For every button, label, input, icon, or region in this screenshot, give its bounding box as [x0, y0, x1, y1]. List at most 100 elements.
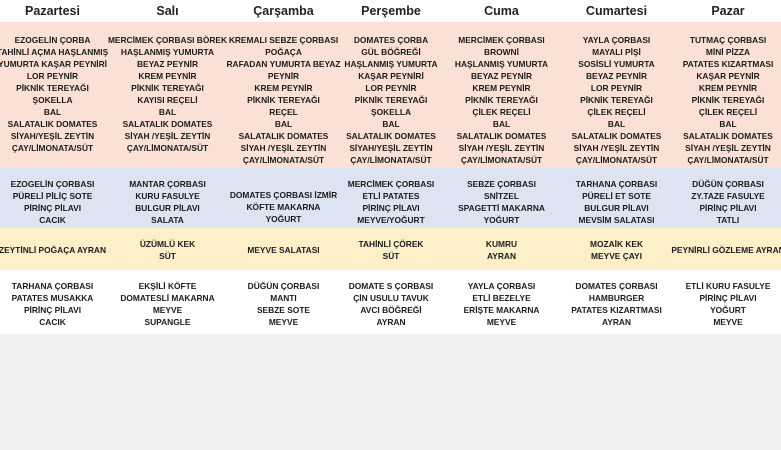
day-header-saturday: Cumartesi [585, 4, 648, 18]
breakfast-menu-item: MERCİMEK ÇORBASI [458, 35, 545, 45]
breakfast-menu-item: BAL [607, 119, 626, 129]
breakfast-menu-item: KREMALI SEBZE ÇORBASI [228, 35, 339, 45]
empty-sheet-area [0, 334, 781, 450]
lunch-menu-item: BULGUR PİLAVI [135, 203, 200, 213]
breakfast-menu-item: SALATALIK DOMATES [122, 119, 213, 129]
header-tuesday-cell: Salı [105, 0, 230, 22]
dinner-saturday-cell: DOMATES ÇORBASI HAMBURGER PATATES KIZARTMA… [558, 270, 675, 334]
breakfast-menu-item: KAŞAR PEYNİRİ [358, 71, 424, 81]
snack-menu-item: ÜZÜMLÜ KEK [139, 239, 196, 249]
breakfast-menu-item: PİKNİK TEREYAĞI [691, 95, 765, 105]
dinner-menu-item: DOMATESLİ MAKARNA [120, 293, 215, 303]
breakfast-menu-item: RAFADAN YUMURTA BEYAZ [226, 59, 341, 69]
lunch-menu-item: PÜRELİ ET SOTE [582, 191, 651, 201]
dinner-menu-item: AVCI BÖĞREĞİ [360, 305, 422, 315]
header-wednesday-cell: Çarşamba [230, 0, 337, 22]
breakfast-menu-item: BAL [158, 107, 177, 117]
dinner-menu-item: ERİŞTE MAKARNA [463, 305, 540, 315]
breakfast-saturday-cell: YAYLA ÇORBASI MAYALI PİŞİ SOSİSLİ YUMURTA B… [558, 22, 675, 168]
breakfast-menu-item: LOR PEYNİR [590, 83, 643, 93]
snack-tuesday-cell: ÜZÜMLÜ KEK SÜT [105, 228, 230, 270]
dinner-menu-item: CACIK [39, 317, 66, 327]
breakfast-menu-item: KREM PEYNİR [254, 83, 313, 93]
snack-menu-item: PEYNİRLİ GÖZLEME AYRAN [671, 245, 781, 255]
breakfast-menu-item: SALATALIK DOMATES [683, 131, 773, 141]
breakfast-tuesday-cell: MERCİMEK ÇORBASI BÖREK HAŞLANMIŞ YUMURTA B… [105, 22, 230, 168]
lunch-menu-item: TARHANA ÇORBASI [575, 179, 658, 189]
snack-menu-item: MEYVE SALATASI [247, 245, 320, 255]
dinner-menu-item: EKŞİLİ KÖFTE [138, 281, 197, 291]
dinner-menu-item: HAMBURGER [588, 293, 645, 303]
breakfast-menu-item: PATATES KIZARTMASI [682, 59, 774, 69]
breakfast-menu-item: REÇEL [269, 107, 298, 117]
lunch-sunday-cell: DÜĞÜN ÇORBASI ZY.TAZE FASULYE PİRİNÇ PİLAV… [675, 168, 781, 228]
breakfast-menu-item: MERCİMEK ÇORBASI BÖREK [107, 35, 228, 45]
breakfast-menu-item: BEYAZ PEYNİR [470, 71, 533, 81]
lunch-menu-item: SNİTZEL [484, 191, 519, 201]
breakfast-menu-item: SİYAH /YEŞİL ZEYTİN [458, 143, 545, 153]
lunch-menu-item: TATLI [716, 215, 740, 225]
lunch-menu-item: YOĞURT [265, 214, 302, 224]
lunch-menu-item: PİRİNÇ PİLAVI [362, 203, 420, 213]
breakfast-menu-item: POĞAÇA [265, 47, 302, 57]
snack-menu-item: KUMRU [485, 239, 518, 249]
breakfast-menu-item: SALATALIK DOMATES [346, 131, 436, 141]
dinner-menu-item: DOMATES ÇORBASI [575, 281, 658, 291]
breakfast-menu-item: ÇAY/LİMONATA/SÜT [350, 155, 432, 165]
lunch-menu-item: PİRİNÇ PİLAVI [699, 203, 757, 213]
dinner-menu-item: ÇİN USULU TAVUK [353, 293, 429, 303]
dinner-menu-item: PİRİNÇ PİLAVI [699, 293, 757, 303]
snack-menu-item: TAHİNLİ ÇÖREK [358, 239, 424, 249]
breakfast-menu-item: KREM PEYNİR [138, 71, 197, 81]
breakfast-menu-item: ÇİLEK REÇELİ [587, 107, 646, 117]
breakfast-band: EZOGELİN ÇORBA TAHİNLİ AÇMA HAŞLANMIŞ YUMU… [0, 22, 781, 168]
breakfast-menu-item: MAYALI PİŞİ [592, 47, 641, 57]
dinner-sunday-cell: ETLİ KURU FASULYE PİRİNÇ PİLAVI YOĞURT MEYV… [675, 270, 781, 334]
dinner-menu-item: PİRİNÇ PİLAVI [23, 305, 82, 315]
breakfast-menu-item: ÇAY/LİMONATA/SÜT [126, 143, 209, 153]
breakfast-menu-item: BEYAZ PEYNİR [136, 59, 199, 69]
lunch-monday-cell: EZOGELİN ÇORBASI PÜRELİ PİLİÇ SOTE PİRİNÇ … [0, 168, 105, 228]
breakfast-menu-item: SİYAH/YEŞİL ZEYTİN [349, 143, 433, 153]
lunch-menu-item: YOĞURT [483, 215, 520, 225]
snack-monday-cell: ZEYTİNLİ POĞAÇA AYRAN [0, 228, 106, 270]
lunch-tuesday-cell: MANTAR ÇORBASI KURU FASULYE BULGUR PİLAVI S… [105, 168, 230, 228]
snack-band: ZEYTİNLİ POĞAÇA AYRAN ÜZÜMLÜ KEK SÜT MEYVE … [0, 228, 781, 270]
lunch-menu-item: ZY.TAZE FASULYE [691, 191, 765, 201]
breakfast-menu-item: GÜL BÖĞREĞİ [361, 47, 421, 57]
breakfast-menu-item: SOSİSLİ YUMURTA [578, 59, 655, 69]
day-header-row: Pazartesi Salı Çarşamba Perşembe Cuma Cumarte… [0, 0, 781, 23]
snack-menu-item: SÜT [159, 251, 176, 261]
lunch-menu-item: BULGUR PİLAVI [584, 203, 649, 213]
breakfast-menu-item: SİYAH /YEŞİL ZEYTİN [240, 143, 327, 153]
breakfast-menu-item: TAHİNLİ AÇMA HAŞLANMIŞ [0, 47, 109, 57]
breakfast-menu-item: SALATALIK DOMATES [456, 131, 547, 141]
breakfast-menu-item: BAL [274, 119, 293, 129]
snack-sunday-cell: PEYNİRLİ GÖZLEME AYRAN [671, 228, 781, 270]
day-header-thursday: Perşembe [361, 4, 421, 18]
breakfast-sunday-cell: TUTMAÇ ÇORBASI MİNİ PİZZA PATATES KIZARTMA… [675, 22, 781, 168]
lunch-menu-item: SPAGETTİ MAKARNA [458, 203, 545, 213]
breakfast-menu-item: LOR PEYNİR [26, 71, 79, 81]
breakfast-wednesday-cell: KREMALI SEBZE ÇORBASI POĞAÇA RAFADAN YUMUR… [227, 22, 341, 168]
breakfast-menu-item: LOR PEYNİR [365, 83, 417, 93]
snack-menu-item: SÜT [382, 251, 400, 261]
dinner-menu-item: MEYVE [268, 317, 299, 327]
breakfast-menu-item: HAŞLANMIŞ YUMURTA [344, 59, 438, 69]
snack-wednesday-cell: MEYVE SALATASI [230, 228, 337, 270]
breakfast-menu-item: PİKNİK TEREYAĞI [131, 83, 204, 93]
dinner-menu-item: AYRAN [376, 317, 406, 327]
breakfast-menu-item: EZOGELİN ÇORBA [14, 35, 91, 45]
dinner-menu-item: YAYLA ÇORBASI [467, 281, 536, 291]
breakfast-menu-item: ÇAY/LİMONATA/SÜT [460, 155, 543, 165]
dinner-wednesday-cell: DÜĞÜN ÇORBASI MANTI SEBZE SOTE MEYVE [230, 270, 337, 334]
dinner-monday-cell: TARHANA ÇORBASI PATATES MUSAKKA PİRİNÇ PİL… [0, 270, 105, 334]
dinner-menu-item: YOĞURT [710, 305, 746, 315]
lunch-menu-item: CACIK [39, 215, 66, 225]
dinner-menu-item: MEYVE [152, 305, 183, 315]
breakfast-menu-item: SALATALIK DOMATES [571, 131, 662, 141]
breakfast-menu-item: ŞOKELLA [32, 95, 73, 105]
snack-friday-cell: KUMRU AYRAN [445, 228, 558, 270]
dinner-thursday-cell: DOMATE S ÇORBASI ÇİN USULU TAVUK AVCI BÖĞR… [337, 270, 445, 334]
